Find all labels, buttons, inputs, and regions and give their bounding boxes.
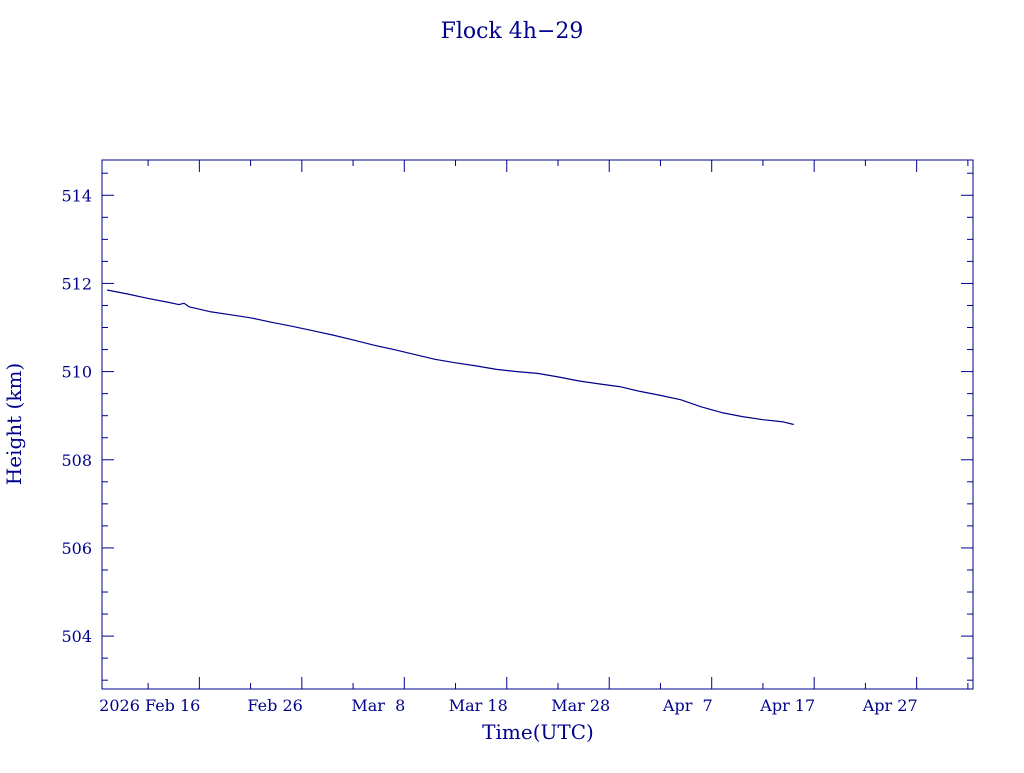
y-tick-label: 510 bbox=[61, 363, 92, 382]
x-tick-label: Mar 18 bbox=[449, 696, 508, 715]
x-tick-label: 2026 Feb 16 bbox=[99, 696, 200, 715]
y-tick-label: 508 bbox=[61, 451, 92, 470]
x-tick-label: Apr 7 bbox=[662, 696, 713, 715]
x-tick-label: Mar 8 bbox=[351, 696, 405, 715]
x-tick-label: Apr 17 bbox=[759, 696, 815, 715]
x-tick-label: Apr 27 bbox=[862, 696, 918, 715]
x-tick-label: Feb 26 bbox=[247, 696, 302, 715]
y-tick-label: 506 bbox=[61, 539, 92, 558]
chart-title: Flock 4h−29 bbox=[441, 19, 584, 44]
y-tick-label: 514 bbox=[61, 186, 92, 205]
plot-area: 504 506 508 510 512 514 2026 Feb 16 Feb 26 Mar 8… bbox=[61, 159, 974, 715]
y-axis-label: Height (km) bbox=[2, 363, 26, 485]
height-series-line bbox=[106, 289, 794, 426]
x-axis-label: Time(UTC) bbox=[482, 720, 594, 744]
y-tick-label: 512 bbox=[61, 274, 92, 293]
y-tick-label: 504 bbox=[61, 627, 92, 646]
plot-frame bbox=[101, 159, 974, 690]
x-tick-label: Mar 28 bbox=[551, 696, 610, 715]
